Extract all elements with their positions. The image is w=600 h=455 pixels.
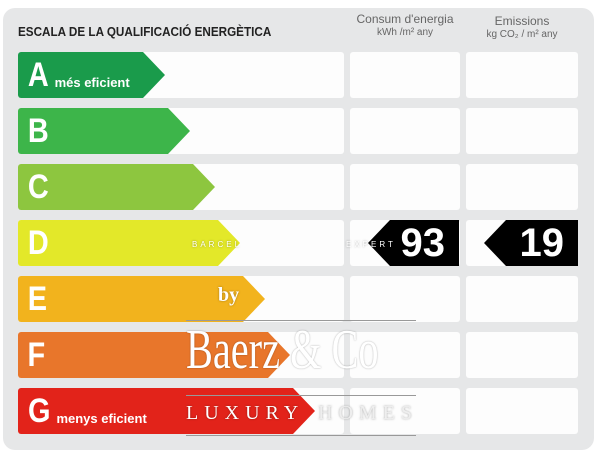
rating-arrow-c: C (18, 164, 215, 210)
rating-letter: A (27, 55, 49, 94)
rating-letter: C (27, 167, 49, 206)
rating-arrow-a: A més eficient (18, 52, 165, 98)
energy-cell (350, 108, 460, 154)
label-title: ESCALA DE LA QUALIFICACIÓ ENERGÈTICA (18, 24, 272, 39)
watermark-by: by (218, 284, 240, 306)
emissions-cell (466, 52, 578, 98)
rating-sub-label: més eficient (54, 74, 130, 90)
energy-cell (350, 332, 460, 378)
rating-arrow-f: F (18, 332, 290, 378)
emissions-column-header: Emissions kg CO₂ / m² any (466, 14, 578, 42)
watermark-rule (186, 320, 416, 321)
watermark-rule (186, 395, 416, 396)
emissions-column-label: Emissions (494, 14, 550, 28)
watermark-brand: Baerz & Co (186, 319, 379, 381)
emissions-cell (466, 108, 578, 154)
watermark-small-left: BARCEL (192, 240, 243, 249)
rating-arrow-d: D (18, 220, 240, 266)
energy-cell (350, 164, 460, 210)
emissions-cell (466, 164, 578, 210)
watermark-rule (186, 435, 416, 436)
energy-column-label: Consum d'energia (356, 12, 454, 26)
emissions-cell (466, 276, 578, 322)
emissions-value-badge: 19 (484, 220, 578, 266)
energy-column-unit: kWh /m² any (376, 27, 434, 38)
emissions-cell (466, 332, 578, 378)
energy-column-header: Consum d'energia kWh /m² any (350, 12, 460, 40)
energy-cell (350, 276, 460, 322)
watermark-tagline-right: HOMES (318, 402, 419, 424)
rating-arrow-b: B (18, 108, 190, 154)
rating-letter: D (27, 223, 49, 262)
rating-letter: G (27, 391, 51, 430)
watermark-tagline-left: LUXURY (186, 402, 305, 424)
emissions-column-unit: kg CO₂ / m² any (486, 29, 558, 40)
energy-value-badge: 93 (368, 220, 459, 266)
emissions-cell (466, 388, 578, 434)
rating-letter: F (27, 335, 46, 374)
energy-cell (350, 52, 460, 98)
rating-letter: B (27, 111, 49, 150)
rating-arrow-e: E (18, 276, 265, 322)
rating-sub-label: menys eficient (56, 410, 147, 426)
rating-letter: E (27, 279, 47, 318)
watermark-small-right: EXPERT (346, 240, 396, 249)
